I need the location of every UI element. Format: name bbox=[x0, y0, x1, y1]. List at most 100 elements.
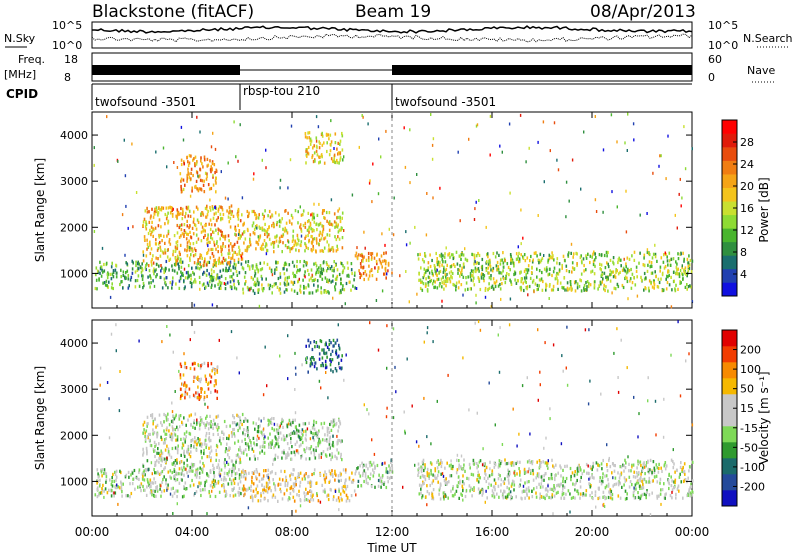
data-cell bbox=[574, 289, 577, 293]
data-cell bbox=[511, 461, 514, 465]
noise-cell bbox=[416, 173, 418, 176]
data-cell bbox=[211, 168, 213, 172]
data-cell bbox=[437, 473, 439, 478]
data-cell bbox=[338, 343, 340, 347]
data-cell bbox=[208, 432, 211, 436]
data-cell bbox=[339, 158, 341, 162]
data-cell bbox=[237, 257, 240, 261]
data-cell bbox=[177, 213, 179, 217]
noise-cell bbox=[403, 126, 405, 130]
data-cell bbox=[281, 450, 283, 454]
data-cell bbox=[231, 431, 234, 436]
noise-cell bbox=[659, 154, 661, 158]
data-cell bbox=[298, 473, 300, 477]
data-cell bbox=[519, 478, 522, 482]
data-cell bbox=[605, 275, 607, 279]
data-cell bbox=[307, 284, 310, 288]
data-cell bbox=[133, 468, 136, 473]
data-cell bbox=[205, 215, 208, 219]
data-cell bbox=[532, 468, 534, 473]
data-cell bbox=[668, 251, 671, 255]
data-cell bbox=[239, 234, 242, 238]
data-cell bbox=[659, 265, 662, 269]
data-cell bbox=[667, 263, 669, 267]
data-cell bbox=[210, 285, 213, 289]
data-cell bbox=[315, 264, 318, 268]
data-cell bbox=[388, 476, 391, 480]
data-cell bbox=[536, 275, 538, 279]
data-cell bbox=[690, 485, 693, 489]
data-cell bbox=[212, 463, 214, 467]
data-cell bbox=[686, 257, 689, 261]
data-cell bbox=[131, 271, 134, 275]
data-cell bbox=[313, 220, 316, 224]
data-cell bbox=[323, 351, 325, 355]
data-cell bbox=[273, 223, 276, 227]
noise-cell bbox=[667, 134, 669, 138]
data-cell bbox=[101, 468, 104, 472]
data-cell bbox=[165, 276, 168, 280]
noise-cell bbox=[199, 130, 201, 134]
data-cell bbox=[208, 187, 211, 191]
data-cell bbox=[576, 478, 578, 483]
data-cell bbox=[124, 276, 126, 281]
data-cell bbox=[553, 484, 555, 488]
data-cell bbox=[329, 479, 331, 483]
noise-cell bbox=[485, 225, 487, 229]
data-cell bbox=[200, 377, 202, 381]
data-cell bbox=[208, 455, 210, 459]
data-cell bbox=[604, 474, 606, 478]
data-cell bbox=[325, 454, 328, 458]
data-cell bbox=[261, 449, 263, 453]
data-cell bbox=[581, 472, 584, 476]
data-cell bbox=[340, 261, 342, 265]
data-cell bbox=[456, 458, 458, 462]
data-cell bbox=[284, 244, 287, 248]
data-cell bbox=[573, 280, 576, 284]
data-cell bbox=[216, 365, 219, 369]
data-cell bbox=[216, 428, 219, 432]
data-cell bbox=[598, 464, 601, 468]
data-cell bbox=[197, 258, 199, 262]
data-cell bbox=[579, 255, 582, 260]
data-cell bbox=[421, 280, 424, 284]
data-cell bbox=[457, 271, 459, 275]
data-cell bbox=[158, 451, 160, 455]
data-cell bbox=[238, 229, 241, 233]
data-cell bbox=[459, 254, 461, 258]
data-cell bbox=[498, 271, 500, 275]
noise-cell bbox=[680, 252, 682, 256]
data-cell bbox=[134, 270, 137, 274]
data-cell bbox=[170, 487, 173, 491]
data-cell bbox=[215, 415, 218, 419]
data-cell bbox=[283, 281, 286, 285]
data-cell bbox=[326, 141, 328, 145]
data-cell bbox=[150, 484, 152, 489]
data-cell bbox=[230, 482, 233, 486]
data-cell bbox=[208, 260, 211, 264]
data-cell bbox=[300, 456, 302, 460]
data-cell bbox=[537, 258, 540, 262]
data-cell bbox=[160, 455, 162, 459]
data-cell bbox=[495, 264, 498, 268]
data-cell bbox=[196, 187, 198, 191]
data-cell bbox=[332, 444, 335, 448]
data-cell bbox=[443, 479, 446, 483]
data-cell bbox=[256, 430, 259, 434]
data-cell bbox=[161, 266, 163, 270]
data-cell bbox=[484, 286, 487, 291]
data-cell bbox=[335, 473, 337, 477]
data-cell bbox=[243, 475, 245, 479]
data-cell bbox=[675, 265, 678, 270]
data-cell bbox=[420, 484, 423, 488]
data-cell bbox=[328, 228, 331, 232]
data-cell bbox=[245, 428, 248, 432]
data-cell bbox=[214, 494, 217, 499]
data-cell bbox=[538, 482, 540, 486]
data-cell bbox=[158, 460, 160, 464]
data-cell bbox=[657, 285, 660, 289]
noise-cell bbox=[509, 297, 512, 301]
data-cell bbox=[510, 282, 513, 286]
data-cell bbox=[592, 465, 594, 469]
data-cell bbox=[125, 261, 127, 265]
